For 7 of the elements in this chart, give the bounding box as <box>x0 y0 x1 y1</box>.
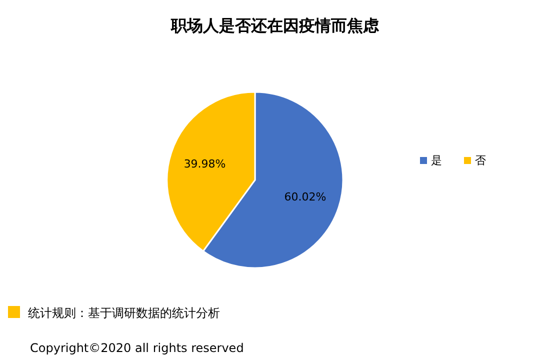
text: Copyright©2020 all rights reserved <box>30 341 244 355</box>
chart-title: 职场人是否还在因疫情而焦虑 <box>170 16 380 35</box>
text: 统计规则：基于调研数据的统计分析 <box>28 306 220 320</box>
data-label: 39.98% <box>184 158 226 171</box>
data-label: 60.02% <box>284 190 326 204</box>
legend-label: 否 <box>475 154 486 167</box>
legend-label: 是 <box>431 154 442 167</box>
